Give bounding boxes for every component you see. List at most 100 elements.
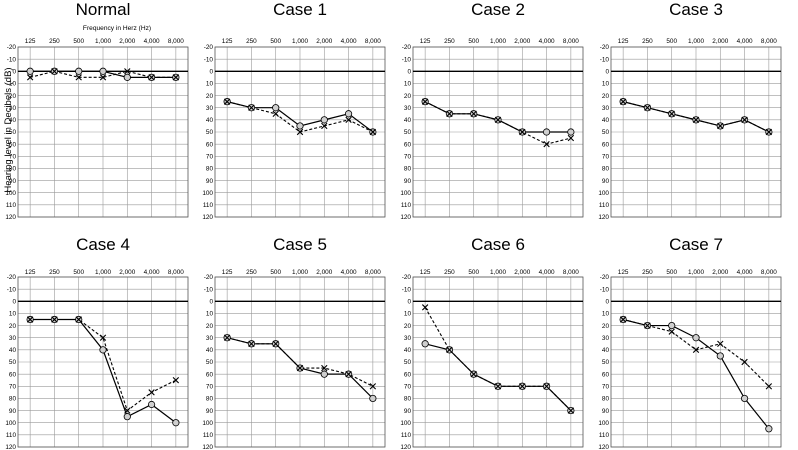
- y-tick-label: 50: [9, 359, 17, 366]
- x-tick-label: 4,000: [341, 269, 357, 276]
- x-tick-label: 1,000: [95, 38, 111, 45]
- y-tick-label: 90: [9, 178, 17, 185]
- plot-frame: [214, 46, 386, 218]
- y-tick-label: 50: [404, 359, 412, 366]
- y-tick-label: 20: [206, 93, 214, 100]
- y-tick-label: 110: [203, 432, 214, 439]
- left-ear-point: [99, 74, 107, 81]
- y-tick-label: 60: [9, 371, 17, 378]
- left-ear-point: [345, 370, 352, 378]
- y-tick-label: 20: [206, 323, 214, 330]
- left-ear-point: [51, 316, 58, 323]
- x-tick-label: 1,000: [688, 38, 704, 45]
- x-tick-label: 4,000: [341, 38, 357, 45]
- left-ear-point: [321, 364, 328, 372]
- x-tick-label: 2,000: [514, 269, 530, 276]
- y-tick-label: 20: [9, 93, 17, 100]
- y-tick-label: 60: [9, 141, 17, 148]
- chart-title: Case 6: [471, 235, 525, 254]
- left-ear-point: [494, 383, 502, 390]
- y-tick-label: 50: [602, 359, 610, 366]
- y-tick-label: -10: [7, 286, 17, 293]
- left-ear-point: [668, 110, 675, 117]
- left-ear-point: [148, 389, 155, 396]
- y-tick-label: -20: [402, 274, 412, 281]
- x-tick-label: 8,000: [365, 269, 381, 276]
- y-tick-label: 50: [404, 129, 412, 136]
- left-ear-point: [369, 383, 377, 390]
- x-tick-label: 125: [420, 38, 431, 45]
- x-tick-label: 8,000: [761, 38, 777, 45]
- left-ear-point: [519, 383, 526, 390]
- x-tick-label: 2,000: [712, 38, 728, 45]
- x-tick-label: 500: [73, 269, 84, 276]
- y-tick-label: 20: [404, 93, 412, 100]
- plot-frame: [214, 276, 386, 448]
- y-tick-label: -20: [204, 44, 214, 51]
- x-tick-label: 125: [25, 269, 36, 276]
- y-tick-label: 100: [598, 420, 609, 427]
- x-tick-label: 125: [420, 269, 431, 276]
- right-ear-point: [740, 394, 749, 403]
- right-ear-point: [344, 110, 353, 118]
- plot-frame: [17, 46, 189, 218]
- y-tick-label: 80: [9, 166, 17, 173]
- left-ear-point: [446, 110, 453, 117]
- y-tick-label: -10: [600, 286, 610, 293]
- left-ear-point: [172, 74, 180, 81]
- x-tick-label: 250: [49, 269, 60, 276]
- left-ear-point: [26, 74, 34, 81]
- chart-title: Case 1: [273, 0, 327, 19]
- y-tick-label: 0: [12, 298, 16, 305]
- y-tick-label: 100: [202, 420, 213, 427]
- y-tick-label: 20: [404, 323, 412, 330]
- right-ear-point: [542, 128, 551, 136]
- right-ear-point: [716, 352, 724, 360]
- x-tick-label: 4,000: [144, 269, 160, 276]
- left-ear-point: [644, 104, 651, 111]
- left-ear-point: [717, 122, 724, 130]
- left-ear-point: [99, 334, 107, 341]
- chart-title: Case 5: [273, 235, 327, 254]
- y-tick-label: 50: [206, 359, 214, 366]
- right-ear-point: [296, 122, 304, 130]
- y-tick-label: 50: [9, 129, 17, 136]
- x-tick-label: 8,000: [563, 38, 579, 45]
- x-tick-label: 1,000: [292, 38, 308, 45]
- y-tick-label: 80: [602, 166, 610, 173]
- y-tick-label: 0: [407, 68, 411, 75]
- y-tick-label: 0: [605, 298, 609, 305]
- y-tick-label: 30: [9, 105, 17, 112]
- y-tick-label: 100: [598, 190, 609, 197]
- left-ear-point: [567, 134, 575, 142]
- y-tick-label: 60: [206, 371, 214, 378]
- y-tick-label: 0: [209, 298, 213, 305]
- left-ear-point: [124, 407, 131, 414]
- y-tick-label: -10: [204, 56, 214, 63]
- y-tick-label: 80: [206, 396, 214, 403]
- y-tick-label: -10: [402, 286, 412, 293]
- y-tick-label: -10: [600, 56, 610, 63]
- plot-frame: [17, 276, 189, 448]
- x-tick-label: 125: [222, 38, 233, 45]
- y-tick-label: 120: [5, 214, 16, 221]
- right-ear-point: [123, 73, 131, 81]
- y-tick-label: 120: [598, 214, 609, 221]
- y-tick-label: 30: [404, 105, 412, 112]
- y-tick-label: 20: [9, 323, 17, 330]
- left-ear-point: [248, 340, 255, 347]
- y-tick-label: 10: [9, 81, 17, 88]
- x-tick-label: 250: [246, 269, 257, 276]
- y-tick-label: 30: [602, 335, 610, 342]
- x-tick-label: 500: [666, 269, 677, 276]
- left-ear-point: [296, 128, 304, 136]
- x-tick-label: 250: [444, 269, 455, 276]
- y-tick-label: 0: [12, 68, 16, 75]
- y-tick-label: 40: [602, 347, 610, 354]
- right-ear-point: [172, 419, 180, 427]
- left-ear-point: [644, 322, 651, 329]
